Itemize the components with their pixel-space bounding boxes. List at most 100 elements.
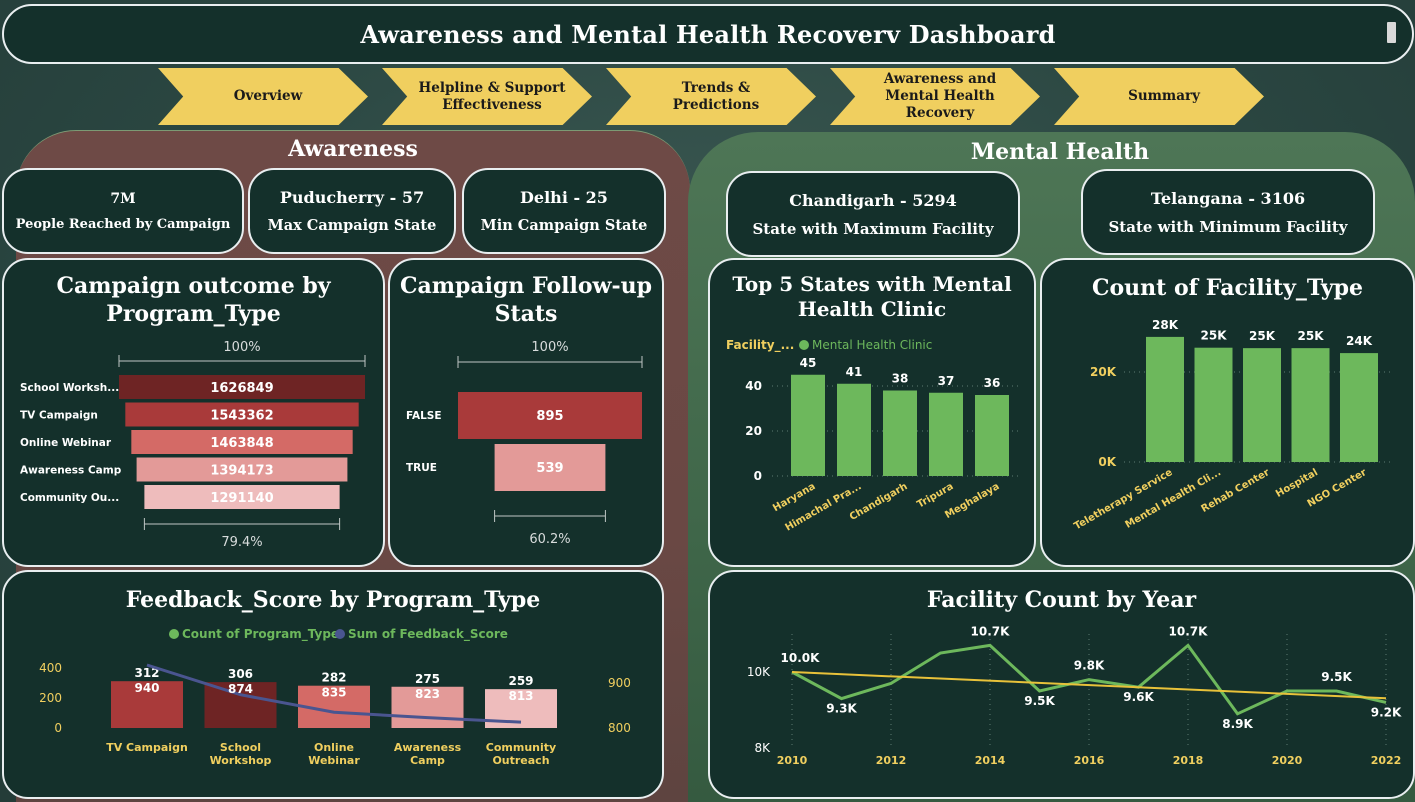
count-value-label: 306 xyxy=(228,667,253,681)
x-tick-label: 2020 xyxy=(1272,754,1303,767)
funnel-bar xyxy=(144,485,340,509)
chart-title: Top 5 States with Mental Health Clinic xyxy=(732,272,1012,321)
bar xyxy=(1194,347,1233,462)
x-tick-label: Online xyxy=(314,741,354,754)
kpi-value: Chandigarh - 5294 xyxy=(789,190,957,210)
x-tick-label: Webinar xyxy=(308,754,360,767)
x-tick-label: 2016 xyxy=(1074,754,1105,767)
data-point-label: 9.5K xyxy=(1024,694,1055,708)
x-tick-label: 2022 xyxy=(1371,754,1402,767)
sum-value-label: 813 xyxy=(508,689,533,703)
funnel-bar xyxy=(494,444,606,491)
bar xyxy=(1243,348,1281,462)
nav-awareness-recovery[interactable]: Awareness and Mental Health Recovery xyxy=(830,68,1040,125)
kpi-label: Min Campaign State xyxy=(480,217,648,234)
kpi-max-facility-state: Chandigarh - 5294 State with Maximum Fac… xyxy=(726,171,1020,257)
facility-year-card: Facility Count by Year 2010 2012 2014 2016 2… xyxy=(708,570,1415,799)
funnel-bar xyxy=(119,375,365,399)
bar xyxy=(1340,353,1378,462)
x-tick-label: 2010 xyxy=(777,754,808,767)
bottom-percent-label: 79.4% xyxy=(221,535,262,550)
x-tick-label: 2018 xyxy=(1173,754,1204,767)
kpi-label: State with Maximum Facility xyxy=(752,219,994,238)
nav-overview[interactable]: Overview xyxy=(158,68,368,125)
nav-helpline-support[interactable]: Helpline & Support Effectiveness xyxy=(382,68,592,125)
nav-label: Overview xyxy=(233,88,303,104)
legend-label: Mental Health Clinic xyxy=(812,338,932,352)
nav-summary[interactable]: Summary xyxy=(1054,68,1264,125)
y-left-tick-label: 0 xyxy=(54,721,62,735)
legend-swatch xyxy=(169,629,179,639)
x-tick-label: 2014 xyxy=(975,754,1006,767)
funnel-category-label: Online Webinar xyxy=(20,437,112,449)
x-tick-label: School xyxy=(220,741,261,754)
funnel-value-label: 895 xyxy=(536,409,563,424)
funnel-bar xyxy=(136,457,348,482)
x-tick-label: Awareness xyxy=(394,741,462,754)
kpi-label: Max Campaign State xyxy=(267,217,437,234)
kpi-min-campaign-state: Delhi - 25 Min Campaign State xyxy=(462,168,666,254)
funnel-value-label: 539 xyxy=(536,461,563,476)
data-point-label: 9.3K xyxy=(826,702,857,716)
funnel-category-label: Awareness Camp xyxy=(20,465,122,477)
bar-value-label: 36 xyxy=(984,376,1001,390)
count-value-label: 259 xyxy=(508,674,533,688)
funnel-category-label: Community Ou... xyxy=(20,492,119,504)
sum-value-label: 874 xyxy=(228,682,253,696)
x-tick-label: TV Campaign xyxy=(106,741,188,754)
funnel-value-label: 1543362 xyxy=(210,409,273,424)
sum-series-line xyxy=(146,663,522,724)
data-point-label: 9.2K xyxy=(1371,705,1402,719)
top5-states-chart: Facility_... Mental Health Clinic 0 20 40 45 H… xyxy=(726,338,1022,534)
y-tick-label: 20K xyxy=(1090,365,1117,379)
chart-title: Count of Facility_Type xyxy=(1092,275,1363,301)
funnel-value-label: 1463848 xyxy=(210,436,273,451)
count-value-label: 282 xyxy=(321,671,346,685)
feedback-card: Feedback_Score by Program_Type Count of … xyxy=(2,570,664,799)
top-percent-label: 100% xyxy=(531,340,568,355)
kpi-people-reached: 7M People Reached by Campaign xyxy=(2,168,244,254)
data-point-label: 10.7K xyxy=(1169,624,1209,638)
y-left-tick-label: 400 xyxy=(39,661,62,675)
x-tick-label: Tripura xyxy=(915,481,955,511)
scrollbar-handle[interactable] xyxy=(1387,22,1396,43)
facility-type-card: Count of Facility_Type 0K 20K 28K Telethera… xyxy=(1040,258,1415,567)
funnel-category-label: TRUE xyxy=(406,462,437,474)
funnel-value-label: 1394173 xyxy=(210,464,273,479)
bar-value-label: 25K xyxy=(1249,329,1276,343)
funnel-bar xyxy=(458,392,642,439)
kpi-value: Telangana - 3106 xyxy=(1150,188,1306,208)
dashboard-header: Awareness and Mental Health Recoverv Das… xyxy=(2,4,1414,64)
bar xyxy=(975,395,1009,476)
campaign-outcome-card: Campaign outcome by Program_Type 100% 162… xyxy=(2,258,385,567)
y-tick-label: 10K xyxy=(747,665,771,679)
bar xyxy=(929,392,963,476)
bar xyxy=(111,681,183,728)
y-tick-label: 20 xyxy=(745,424,762,438)
y-tick-label: 8K xyxy=(754,741,771,755)
funnel-category-label: TV Campaign xyxy=(20,410,98,422)
kpi-label: People Reached by Campaign xyxy=(15,216,231,232)
y-right-tick-label: 900 xyxy=(608,676,631,690)
top5-states-card: Top 5 States with Mental Health Clinic F… xyxy=(708,258,1036,567)
bottom-percent-label: 60.2% xyxy=(529,532,570,547)
chart-title: Feedback_Score by Program_Type xyxy=(125,587,541,613)
bar-value-label: 37 xyxy=(938,374,955,388)
feedback-chart: Count of Program_Type Sum of Feedback_Sco… xyxy=(39,627,631,767)
bar-value-label: 38 xyxy=(892,372,909,386)
legend-label: Count of Program_Type xyxy=(182,627,339,642)
legend-swatch xyxy=(799,340,809,350)
nav-trends-predictions[interactable]: Trends & Predictions xyxy=(606,68,816,125)
facility-year-chart: 2010 2012 2014 2016 2018 2020 2022 8K 10K 10.0K 9.… xyxy=(747,624,1402,767)
data-point-label: 8.9K xyxy=(1222,717,1253,731)
facility-series-line xyxy=(791,643,1387,716)
mental-health-section-title: Mental Health xyxy=(970,139,1150,165)
chart-title: Campaign outcome by Program_Type xyxy=(56,273,331,327)
bar-value-label: 25K xyxy=(1298,329,1325,343)
legend-label: Sum of Feedback_Score xyxy=(348,627,508,642)
kpi-min-facility-state: Telangana - 3106 State with Minimum Faci… xyxy=(1081,169,1375,255)
funnel-category-label: School Worksh... xyxy=(20,382,119,394)
funnel-value-label: 1291140 xyxy=(210,491,273,506)
bar-value-label: 24K xyxy=(1346,334,1373,348)
